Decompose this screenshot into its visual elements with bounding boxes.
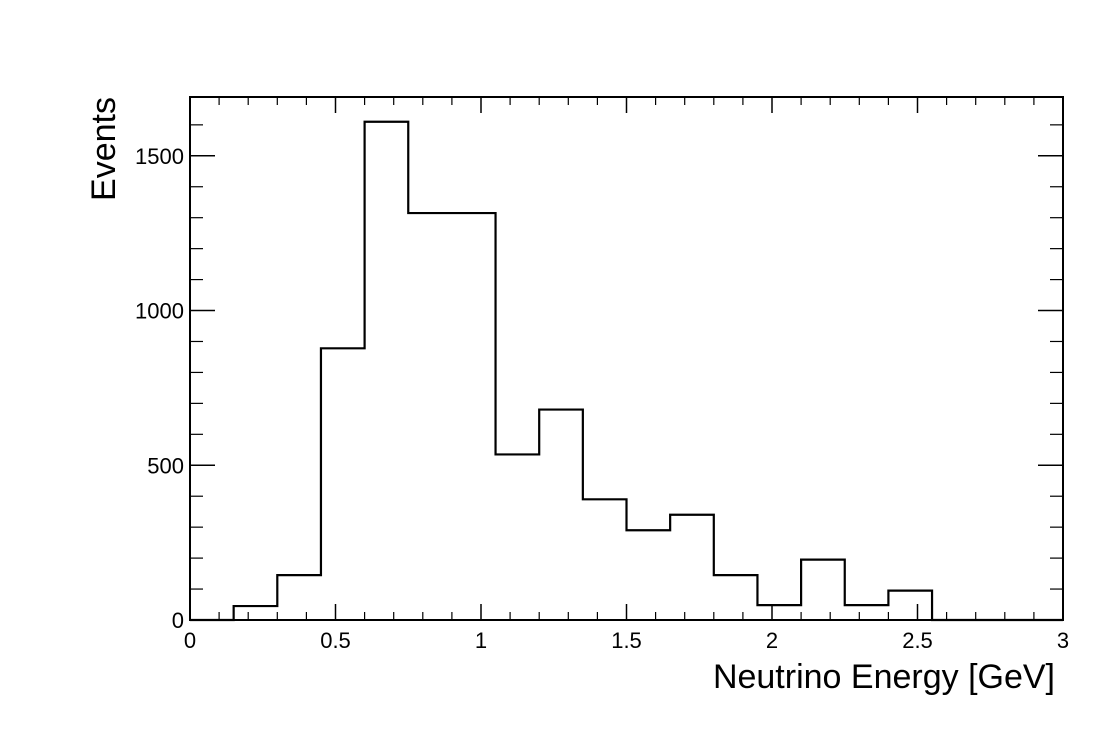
x-tick-label: 3 — [1057, 628, 1069, 653]
histogram-series-line — [190, 120, 1063, 622]
y-tick-label: 0 — [172, 608, 184, 633]
y-tick-label: 500 — [147, 453, 184, 478]
x-tick-label: 0 — [184, 628, 196, 653]
x-axis-title: Neutrino Energy [GeV] — [713, 658, 1055, 696]
x-tick-label: 1 — [475, 628, 487, 653]
y-tick-label: 1000 — [135, 299, 184, 324]
x-tick-label: 2 — [766, 628, 778, 653]
axis-tick-labels: 0 0.5 1 1.5 2 2.5 3 0 500 1000 1500 — [135, 144, 1069, 653]
plot-frame — [189, 96, 1064, 621]
x-tick-label: 1.5 — [611, 628, 642, 653]
x-tick-label: 2.5 — [902, 628, 933, 653]
y-axis-title: Events — [85, 97, 123, 201]
y-tick-label: 1500 — [135, 144, 184, 169]
x-tick-label: 0.5 — [320, 628, 351, 653]
